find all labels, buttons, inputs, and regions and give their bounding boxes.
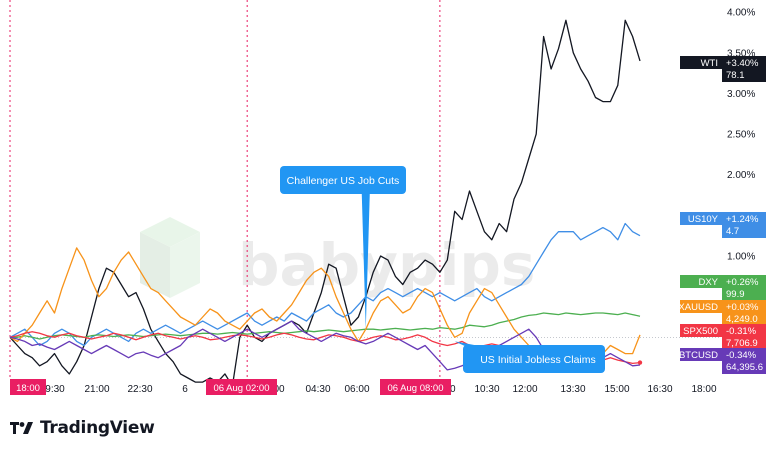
badge-btcusd: BTCUSD -0.34%64,395.6 bbox=[679, 348, 766, 374]
x-tick-label: 6 bbox=[182, 384, 188, 395]
badge-value-bg bbox=[722, 56, 766, 82]
badge-xauusd: XAUUSD +0.03%4,249.0 bbox=[678, 300, 766, 326]
badge-name-bg bbox=[680, 300, 722, 313]
badge-price: 4.7 bbox=[726, 226, 739, 237]
tradingview-logo-icon bbox=[10, 422, 33, 434]
callout-box bbox=[280, 166, 406, 194]
callout-pointer bbox=[454, 341, 485, 347]
badge-value-bg bbox=[722, 275, 766, 301]
badge-name-bg bbox=[680, 275, 722, 288]
badge-name-bg bbox=[680, 56, 722, 69]
x-session-label: 06 Aug 02:00 bbox=[206, 379, 277, 395]
badge-name-bg bbox=[680, 324, 722, 337]
spx500-last-dot bbox=[637, 360, 643, 365]
y-tick-label: 2.50% bbox=[727, 130, 755, 141]
series-line-dxy[interactable] bbox=[10, 312, 641, 340]
badge-price: 4,249.0 bbox=[726, 314, 758, 325]
session-breaks bbox=[9, 0, 441, 378]
cube-top bbox=[140, 217, 200, 247]
badge-change: +1.24% bbox=[726, 214, 759, 225]
y-tick-label: 1.00% bbox=[727, 252, 755, 263]
badge-value-bg bbox=[722, 324, 766, 350]
series-line-btcusd[interactable] bbox=[9, 320, 641, 371]
x-tick-label: 9:30 bbox=[45, 384, 65, 395]
cube-right bbox=[170, 232, 200, 298]
badge-name: US10Y bbox=[688, 214, 719, 225]
x-tick-label: 13:30 bbox=[560, 384, 585, 395]
badge-value-bg bbox=[722, 212, 766, 238]
x-tick-label: 04:30 bbox=[305, 384, 330, 395]
badge-price: 99.9 bbox=[726, 289, 745, 300]
x-tick-label: 00 bbox=[273, 384, 285, 395]
badge-name: BTCUSD bbox=[679, 350, 718, 361]
watermark: babypips bbox=[140, 217, 535, 299]
callout-label: US Initial Jobless Claims bbox=[480, 354, 596, 366]
y-tick-label: 4.00% bbox=[727, 8, 755, 19]
badge-change: +0.26% bbox=[726, 277, 759, 288]
callout-label: Challenger US Job Cuts bbox=[287, 175, 400, 187]
badge-us10y: US10Y +1.24%4.7 bbox=[680, 212, 766, 238]
y-tick-label: 2.00% bbox=[727, 170, 755, 181]
callout-challenger-job-cuts: Challenger US Job Cuts bbox=[280, 166, 406, 330]
badge-price: 7,706.9 bbox=[726, 338, 758, 349]
badge-name-bg bbox=[680, 348, 722, 361]
badge-spx500: SPX500 -0.31%7,706.9 bbox=[680, 324, 766, 350]
callout-box bbox=[463, 345, 605, 373]
badge-price: 64,395.6 bbox=[726, 362, 763, 373]
y-tick-label: 3.50% bbox=[727, 48, 755, 59]
x-session-label-bg bbox=[206, 379, 277, 395]
y-tick-label: 3.00% bbox=[727, 89, 755, 100]
badge-change: +0.03% bbox=[726, 302, 759, 313]
x-axis[interactable]: 9:3021:0022:3060004:3006:000010:3012:001… bbox=[10, 379, 717, 395]
x-session-label: 18:00 bbox=[10, 379, 46, 395]
series-badges: WTI +3.40%78.1 US10Y +1.24%4.7 DXY +0.26%99.9… bbox=[678, 56, 766, 374]
brand-name: TradingView bbox=[40, 418, 155, 438]
event-callouts: Challenger US Job Cuts US Initial Jobless… bbox=[280, 166, 605, 373]
badge-change: -0.31% bbox=[726, 326, 757, 337]
badge-price: 78.1 bbox=[726, 70, 745, 81]
badge-name: XAUUSD bbox=[678, 302, 718, 313]
x-tick-label: 10:30 bbox=[474, 384, 499, 395]
x-session-label-bg bbox=[10, 379, 46, 395]
badge-name: DXY bbox=[698, 277, 718, 288]
x-tick-label: 21:00 bbox=[84, 384, 109, 395]
series-lines[interactable] bbox=[9, 19, 643, 387]
badge-change: -0.34% bbox=[726, 350, 757, 361]
badge-name-bg bbox=[680, 212, 722, 225]
babypips-cube-icon bbox=[140, 217, 200, 298]
x-session-label-text: 18:00 bbox=[16, 383, 40, 394]
callout-pointer bbox=[361, 194, 370, 330]
badge-value-bg bbox=[722, 300, 766, 326]
x-tick-label: 16:30 bbox=[647, 384, 672, 395]
x-session-label-text: 06 Aug 08:00 bbox=[388, 383, 444, 394]
badge-value-bg bbox=[722, 348, 766, 374]
badge-name: WTI bbox=[701, 58, 718, 69]
badge-name: SPX500 bbox=[683, 326, 718, 337]
tradingview-brand[interactable]: TradingView bbox=[10, 417, 155, 439]
x-session-label-bg bbox=[380, 379, 451, 395]
x-tick-label: 15:00 bbox=[604, 384, 629, 395]
badge-change: +3.40% bbox=[726, 58, 759, 69]
x-tick-label: 12:00 bbox=[512, 384, 537, 395]
badge-dxy: DXY +0.26%99.9 bbox=[680, 275, 766, 301]
x-tick-label: 06:00 bbox=[344, 384, 369, 395]
cube-left bbox=[140, 232, 170, 298]
x-session-label: 06 Aug 08:00 bbox=[380, 379, 451, 395]
x-session-label-text: 06 Aug 02:00 bbox=[214, 383, 270, 394]
badge-wti: WTI +3.40%78.1 bbox=[680, 56, 766, 82]
x-tick-label: 18:00 bbox=[691, 384, 716, 395]
series-line-wti[interactable] bbox=[9, 19, 641, 387]
watermark-text: babypips bbox=[238, 231, 535, 299]
x-tick-label: 22:30 bbox=[127, 384, 152, 395]
callout-us-initial-jobless-claims: US Initial Jobless Claims bbox=[454, 341, 605, 373]
